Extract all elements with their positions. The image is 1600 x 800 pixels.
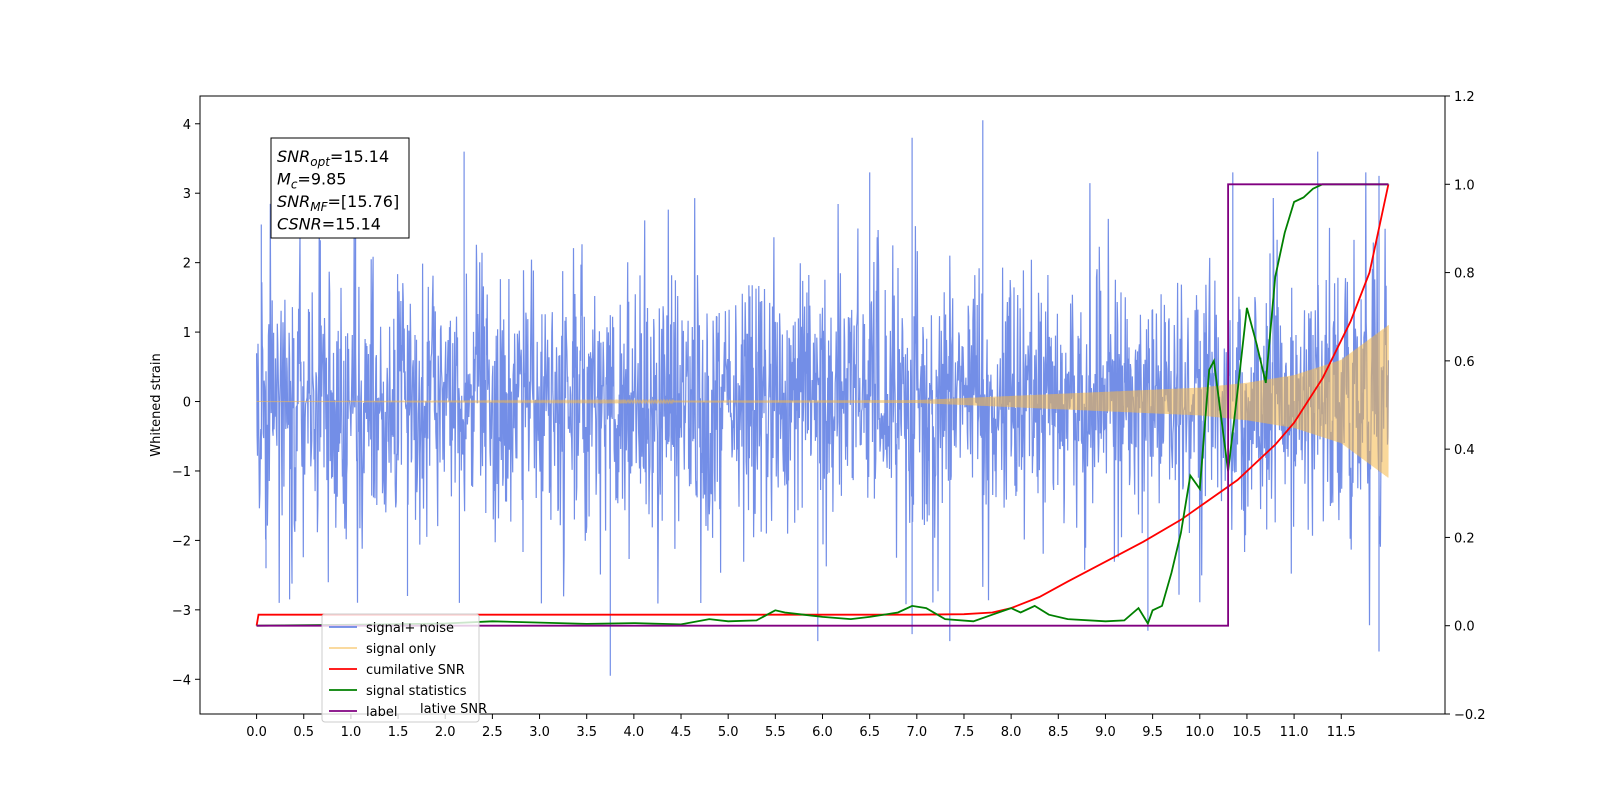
x-tick-label: 7.0 (906, 725, 927, 740)
y-axis-label: Whitened strain (149, 353, 164, 456)
x-tick-label: 2.5 (482, 725, 503, 740)
x-tick-label: 3.5 (576, 725, 597, 740)
y-tick-label: 0 (183, 396, 191, 411)
x-tick-label: 1.0 (341, 725, 362, 740)
x-tick-label: 0.0 (246, 725, 267, 740)
y-tick-label: 2 (183, 257, 191, 272)
legend-label: signal+ noise (366, 621, 454, 636)
y2-tick-label: 0.4 (1454, 443, 1475, 458)
info-line: SNRMF=[15.76] (277, 192, 399, 214)
info-line: SNRopt=15.14 (277, 147, 389, 169)
x-tick-label: 4.5 (671, 725, 692, 740)
x-tick-label: 0.5 (293, 725, 314, 740)
x-tick-label: 10.5 (1232, 725, 1261, 740)
x-tick-label: 6.0 (812, 725, 833, 740)
y2-tick-label: 0.8 (1454, 267, 1475, 282)
series-signal-only (256, 325, 1389, 478)
x-tick-label: 8.5 (1048, 725, 1069, 740)
y-tick-label: 4 (183, 118, 191, 133)
x-tick-label: 11.5 (1327, 725, 1356, 740)
y2-tick-label: 1.2 (1454, 90, 1475, 105)
y-tick-label: −2 (172, 534, 191, 549)
y-tick-label: 1 (183, 326, 191, 341)
y-tick-label: −3 (172, 604, 191, 619)
x-tick-label: 6.5 (859, 725, 880, 740)
legend-label: signal statistics (366, 684, 467, 699)
y-tick-label: −1 (172, 465, 191, 480)
x-tick-label: 5.0 (718, 725, 739, 740)
y2-tick-label: 0.2 (1454, 531, 1475, 546)
x-tick-label: 7.5 (954, 725, 975, 740)
series-label (256, 183, 1389, 627)
x-tick-label: 5.5 (765, 725, 786, 740)
x-tick-label: 1.5 (388, 725, 409, 740)
info-line: CSNR=15.14 (277, 215, 381, 234)
x-tick-label: 10.0 (1185, 725, 1214, 740)
legend-occluded-text: lative SNR (420, 702, 487, 717)
legend-label: signal only (366, 642, 436, 657)
y2-tick-label: 0.6 (1454, 355, 1475, 370)
x-tick-label: 8.0 (1001, 725, 1022, 740)
series-signal-statistics (256, 183, 1389, 627)
x-tick-label: 9.5 (1142, 725, 1163, 740)
y-axis-right: −0.2 0.0 0.2 0.4 0.6 0.8 1.0 1.2 (1445, 90, 1486, 723)
legend: lative SNR signal+ noise signal only cumila… (321, 613, 487, 723)
info-box-frame (270, 137, 410, 239)
legend-label: label (366, 705, 397, 720)
legend-frame (321, 613, 480, 723)
x-tick-label: 9.0 (1095, 725, 1116, 740)
snr-info-box: SNRopt=15.14Mc=9.85SNRMF=[15.76]CSNR=15.… (270, 137, 410, 239)
plot-area (255, 120, 1390, 676)
series-signal-noise (256, 120, 1389, 676)
x-tick-label: 3.0 (529, 725, 550, 740)
x-tick-label: 4.0 (624, 725, 645, 740)
y-tick-label: −4 (172, 673, 191, 688)
y-tick-label: 3 (183, 187, 191, 202)
y2-tick-label: 0.0 (1454, 620, 1475, 635)
legend-label: cumilative SNR (366, 663, 465, 678)
series-cumilative-snr (255, 184, 1390, 626)
x-tick-label: 2.0 (435, 725, 456, 740)
x-tick-label: 11.0 (1280, 725, 1309, 740)
info-line: Mc=9.85 (277, 170, 346, 192)
y-axis-left: −4 −3 −2 −1 0 1 2 3 4 (172, 118, 200, 688)
y2-tick-label: −0.2 (1454, 708, 1486, 723)
x-axis: 0.0 0.5 1.0 1.5 2.0 2.5 3.0 3.5 4.0 4.5 5.0 5.5 6.0 6… (246, 714, 1356, 740)
y2-tick-label: 1.0 (1454, 178, 1475, 193)
